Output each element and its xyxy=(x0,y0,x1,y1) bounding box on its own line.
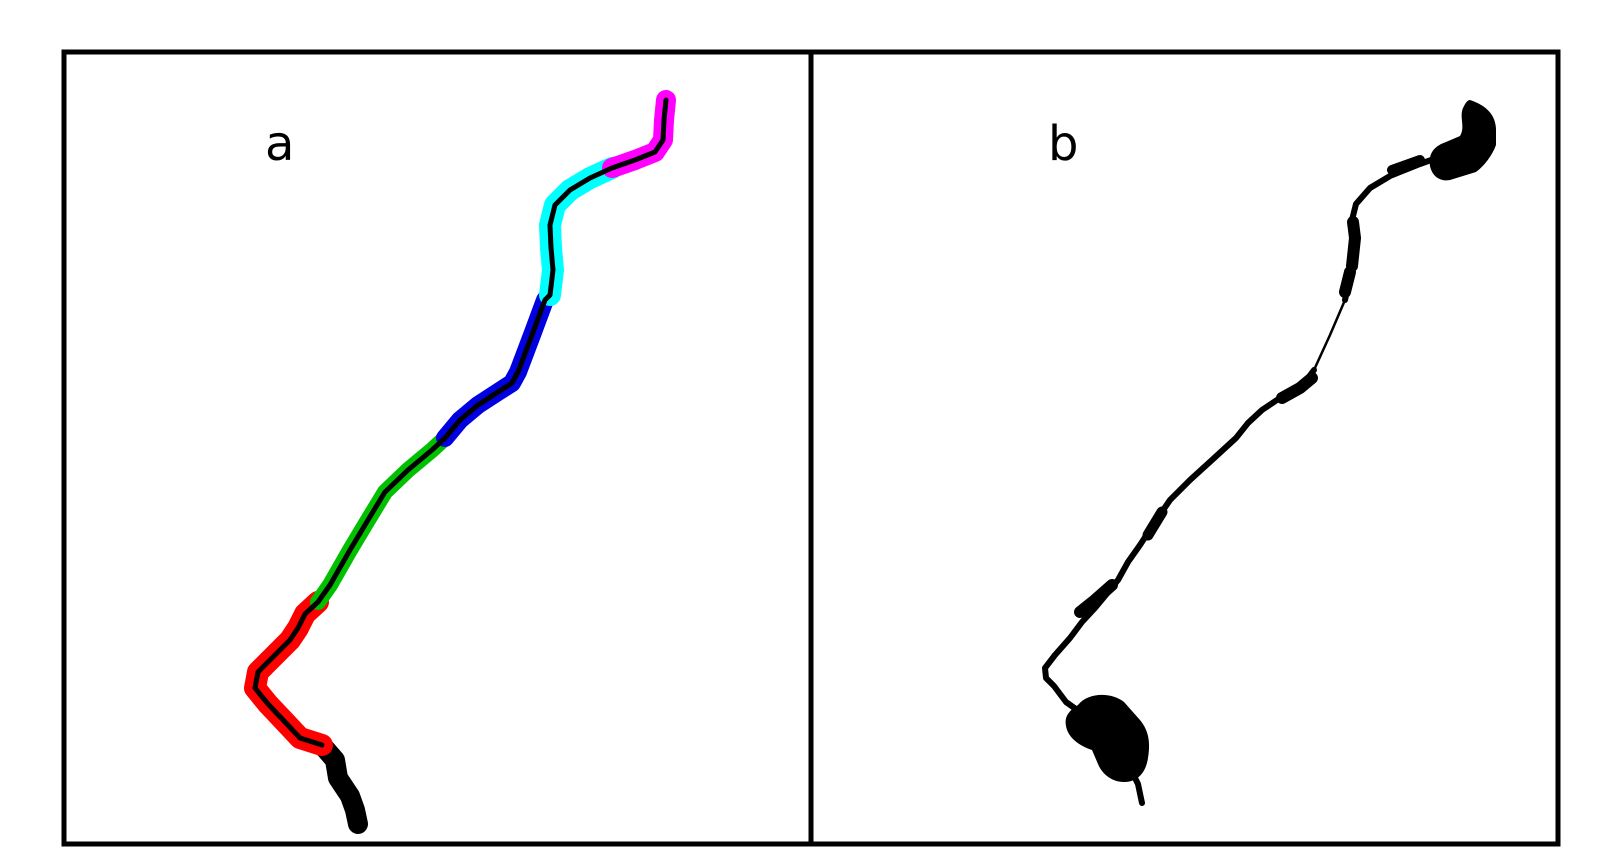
panel-frames xyxy=(61,49,1561,847)
panel-b-frame xyxy=(808,49,1561,847)
panel-a-segment-cyan xyxy=(539,157,623,306)
panel-b-thick-upper-2 xyxy=(1387,155,1425,175)
panel-b-thick-mid xyxy=(1142,506,1168,541)
panel-a-segment-black xyxy=(312,735,368,834)
panel-b-thick-upper-1 xyxy=(1346,216,1361,272)
panel-b-label: b xyxy=(1048,116,1078,172)
panel-a-centerline xyxy=(252,97,669,748)
panel-b-blobs xyxy=(1065,100,1496,782)
panel-a-label: a xyxy=(265,116,294,172)
panel-b-thin-link xyxy=(1312,298,1347,372)
panel-b-top-blob xyxy=(1429,100,1496,181)
panel-b-thick-stub xyxy=(1339,266,1356,298)
panel-a-trace xyxy=(244,90,676,834)
panel-b-thick-lower xyxy=(1074,579,1118,618)
panel-b-upper-line xyxy=(1342,152,1448,303)
panel-b-bottom-blob xyxy=(1065,694,1150,782)
panel-b-thick-blue-zone xyxy=(1276,372,1318,404)
